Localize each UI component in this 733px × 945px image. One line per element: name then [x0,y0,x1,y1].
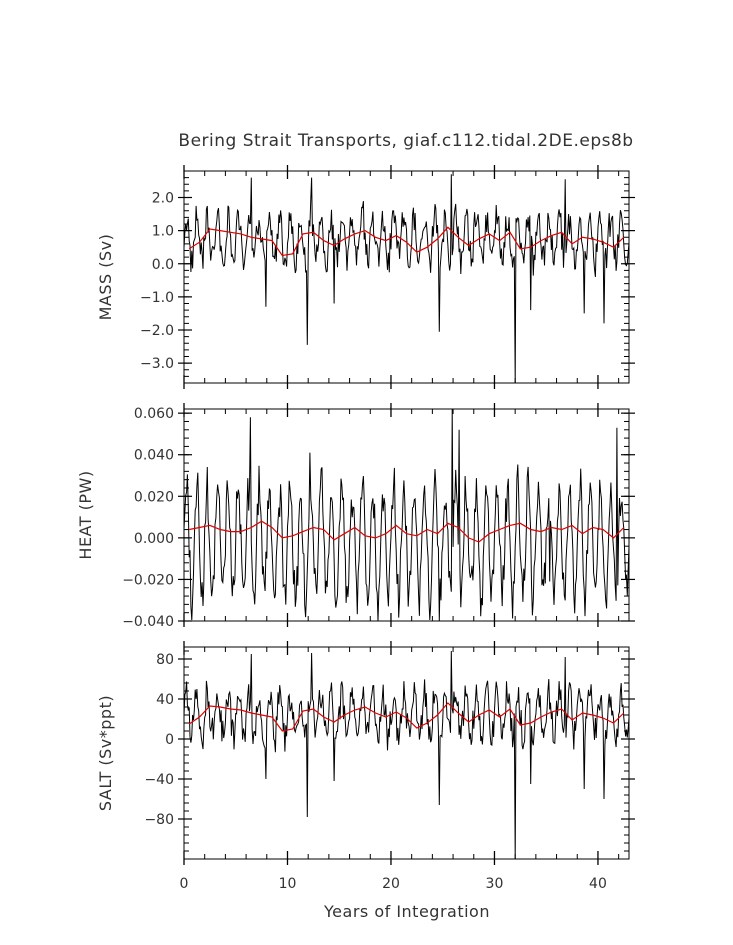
salt-y-tick-label: −40 [144,772,174,788]
salt-y-tick-label: −80 [144,812,174,828]
heat-y-tick-label: 0.060 [134,406,174,422]
x-axis-label: Years of Integration [323,902,490,921]
salt-y-tick-label: 0 [165,732,174,748]
salt-y-axis-label: SALT (Sv*ppt) [96,695,115,811]
salt-monthly-series [184,650,629,859]
heat-y-tick-label: −0.040 [122,614,174,630]
x-tick-label: 20 [382,876,400,892]
heat-y-tick-label: −0.020 [122,572,174,588]
mass-y-tick-label: 2.0 [152,191,174,207]
heat-monthly-series [184,409,629,621]
x-tick-label: 0 [180,876,189,892]
chart-title: Bering Strait Transports, giaf.c112.tida… [178,131,633,151]
mass-y-tick-label: −1.0 [140,290,174,306]
panel-salt: 80 40 0 −40 −80 SALT (Sv*ppt) 0 10 20 30 40 [96,641,635,892]
mass-monthly-series [184,174,629,383]
mass-y-tick-label: 1.0 [152,224,174,240]
heat-y-tick-label: 0.000 [134,531,174,547]
panel-mass: 2.0 1.0 0.0 −1.0 −2.0 −3.0 MASS (Sv) [96,165,635,389]
x-tick-label: 30 [486,876,504,892]
heat-y-axis-label: HEAT (PW) [76,470,95,559]
panels: 2.0 1.0 0.0 −1.0 −2.0 −3.0 MASS (Sv) 0.060 0.040… [76,165,635,892]
salt-y-tick-label: 80 [156,652,174,668]
mass-annual-series [188,226,625,257]
mass-y-tick-label: 0.0 [152,257,174,273]
heat-y-tick-label: 0.040 [134,448,174,464]
panel-heat: 0.060 0.040 0.020 0.000 −0.020 −0.040 HEAT (PW… [76,403,635,630]
x-tick-label: 10 [279,876,297,892]
mass-y-axis-label: MASS (Sv) [96,234,115,321]
mass-y-tick-label: −3.0 [140,356,174,372]
heat-y-tick-label: 0.020 [134,489,174,505]
salt-y-tick-label: 40 [156,692,174,708]
mass-y-tick-label: −2.0 [140,323,174,339]
x-tick-label: 40 [589,876,607,892]
heat-plot-frame [183,408,630,622]
salt-annual-series [188,702,625,732]
heat-annual-series [189,520,625,543]
salt-plot-frame [183,646,630,860]
